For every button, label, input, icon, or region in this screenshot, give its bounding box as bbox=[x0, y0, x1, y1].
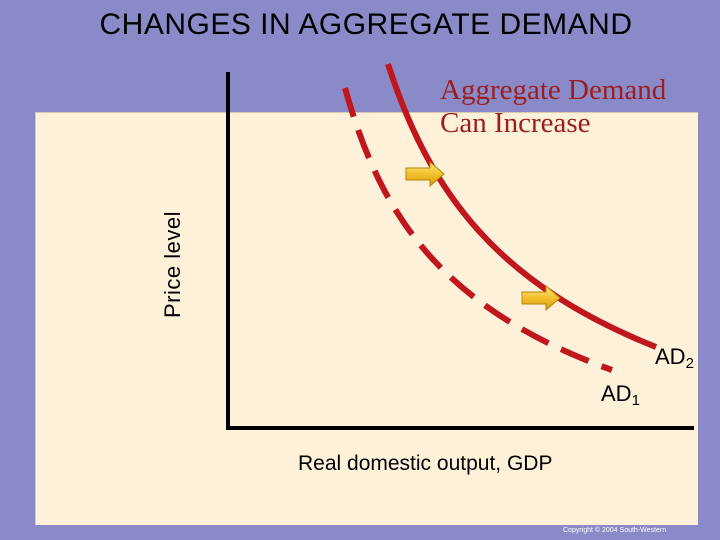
annotation-line-2: Can Increase bbox=[440, 107, 591, 139]
increase-annotation: Aggregate Demand Can Increase bbox=[440, 74, 666, 140]
ad2-label-sub: 2 bbox=[685, 355, 694, 372]
ad2-label: AD2 bbox=[655, 344, 694, 372]
annotation-line-1: Aggregate Demand bbox=[440, 74, 667, 106]
lower-shift-arrow bbox=[521, 284, 561, 312]
ad1-curve bbox=[342, 87, 614, 373]
x-axis-label: Real domestic output, GDP bbox=[298, 452, 553, 475]
ad2-label-base: AD bbox=[655, 344, 686, 369]
ad2-curve bbox=[385, 63, 658, 350]
chart-panel bbox=[35, 112, 698, 525]
y-axis-label: Price level bbox=[160, 211, 185, 318]
copyright-notice: Copyright © 2004 South-Western bbox=[563, 527, 667, 534]
ad1-label-sub: 1 bbox=[631, 392, 640, 409]
upper-shift-arrow bbox=[405, 160, 445, 188]
slide-title: CHANGES IN AGGREGATE DEMAND bbox=[99, 8, 633, 41]
ad1-label: AD1 bbox=[601, 381, 640, 409]
ad1-label-base: AD bbox=[601, 381, 632, 406]
